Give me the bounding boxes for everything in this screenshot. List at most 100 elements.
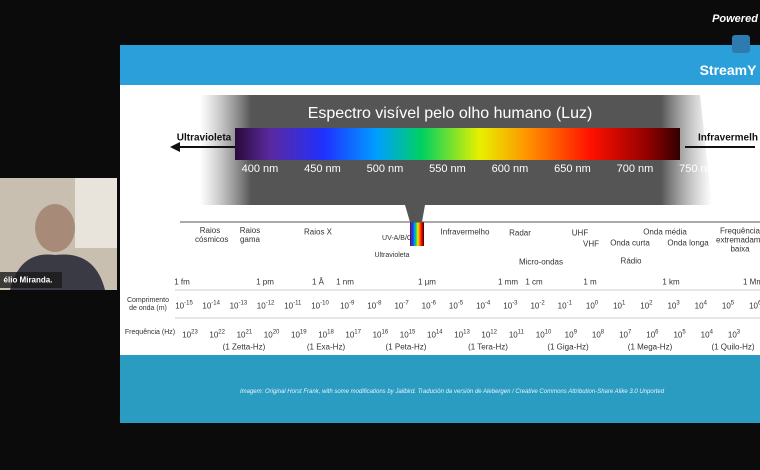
power-base: 10-13 <box>229 300 248 311</box>
power-exponent: 15 <box>408 329 416 336</box>
power-exponent: -13 <box>238 300 248 307</box>
frequency-prefix: (1 Peta-Hz) <box>385 342 427 352</box>
powered-label: Powered <box>712 13 758 25</box>
band-label: Infravermelho <box>440 227 490 237</box>
scale-label: 1 Mm <box>743 277 760 287</box>
power-base: 109 <box>564 329 577 340</box>
power-base: 106 <box>646 329 659 340</box>
power-base: 1022 <box>209 329 225 340</box>
power-base: 10-3 <box>503 300 518 311</box>
power-exponent: 1 <box>621 300 626 307</box>
power-exponent: 0 <box>594 300 599 307</box>
power-exponent: 3 <box>676 300 680 307</box>
power-exponent: -2 <box>539 300 545 307</box>
ir-label: Infravermelh <box>697 132 759 144</box>
power-exponent: 3 <box>736 329 741 336</box>
power-base: 105 <box>721 300 735 311</box>
power-exponent: -8 <box>376 300 382 307</box>
power-base: 1010 <box>535 329 552 340</box>
scale-label: 1 cm <box>525 277 543 287</box>
scale-label: 1 µm <box>418 277 436 287</box>
frequency-prefix: (1 Quilo-Hz) <box>711 342 755 352</box>
power-exponent: 22 <box>218 329 225 336</box>
power-base: 1019 <box>291 329 307 340</box>
scale-label: 1 Å <box>311 277 325 287</box>
power-exponent: 4 <box>703 300 707 307</box>
power-base: 10-6 <box>421 300 436 311</box>
frequency-label: Frequência (Hz) <box>124 329 176 336</box>
power-exponent: 18 <box>327 329 334 336</box>
scale-label: 1 fm <box>174 277 190 287</box>
power-exponent: 14 <box>435 329 443 336</box>
power-exponent: 21 <box>245 329 253 336</box>
power-base: 1023 <box>182 329 198 340</box>
band-label: Onda curta <box>610 238 650 248</box>
power-exponent: -9 <box>348 300 355 307</box>
power-base: 104 <box>694 300 707 311</box>
power-exponent: -4 <box>484 300 491 307</box>
power-base: 1011 <box>508 329 524 340</box>
power-base: 1013 <box>454 329 470 340</box>
band-label: Rádio <box>620 256 642 266</box>
nm-label: 750 nm <box>679 163 716 175</box>
band-label: Radar <box>509 228 531 238</box>
power-exponent: 16 <box>381 329 389 336</box>
power-exponent: 13 <box>463 329 470 336</box>
scale-label: 1 km <box>662 277 680 287</box>
power-base: 10-4 <box>476 300 491 311</box>
slide-footer <box>120 355 760 423</box>
name-tag <box>0 272 62 288</box>
participant-name: élio Miranda. <box>3 275 53 285</box>
logo-icon <box>732 35 750 53</box>
power-exponent: -6 <box>430 300 436 307</box>
nm-label: 400 nm <box>241 163 279 175</box>
power-base: 104 <box>700 329 713 340</box>
band-label: Onda longa <box>667 238 709 248</box>
frequency-prefix: (1 Zetta-Hz) <box>222 342 266 352</box>
nm-label: 450 nm <box>304 163 341 175</box>
band-label: Raios cósmicos <box>195 226 229 244</box>
band-label: VHF <box>583 239 599 249</box>
power-exponent: 9 <box>573 329 577 336</box>
scale-label: 1 nm <box>336 277 354 287</box>
power-base: 10-14 <box>202 300 220 311</box>
nm-label: 600 nm <box>491 163 529 175</box>
wavelength-label: Comprimento de onda (m) <box>126 297 169 312</box>
band-label: Raios gama <box>239 226 261 244</box>
power-exponent: 19 <box>299 329 307 336</box>
nm-label: 700 nm <box>616 163 654 175</box>
power-base: 106 <box>749 300 760 311</box>
nm-label: 650 nm <box>554 163 591 175</box>
frequency-prefix: (1 Exa-Hz) <box>306 342 346 352</box>
power-base: 1020 <box>263 329 280 340</box>
scale-label: 1 pm <box>256 277 274 287</box>
power-exponent: 6 <box>655 329 659 336</box>
band-label: Ultravioleta <box>374 252 410 259</box>
power-base: 10-2 <box>530 300 545 311</box>
power-base: 100 <box>585 300 599 311</box>
frequency-prefix: (1 Giga-Hz) <box>547 342 589 352</box>
power-base: 1018 <box>318 329 334 340</box>
nm-label: 550 nm <box>429 163 466 175</box>
band-label: UV-A/B/C <box>382 235 412 242</box>
power-exponent: -11 <box>293 300 302 307</box>
nm-label: 500 nm <box>366 163 404 175</box>
scale-label: 1 mm <box>498 277 518 287</box>
power-exponent: 12 <box>490 329 497 336</box>
person-head <box>35 204 75 252</box>
power-base: 10-11 <box>284 300 302 311</box>
uv-label: Ultravioleta <box>176 132 232 144</box>
power-base: 108 <box>591 329 605 340</box>
power-exponent: -5 <box>457 300 464 307</box>
power-base: 1015 <box>399 329 416 340</box>
power-base: 10-15 <box>175 300 193 311</box>
band-label: Frequência extremadamente baixa <box>716 226 760 254</box>
power-exponent: 5 <box>730 300 735 307</box>
spectrum-title: Espectro visível pelo olho humano (Luz) <box>307 105 593 122</box>
power-base: 10-10 <box>311 300 329 311</box>
visible-band <box>410 222 424 246</box>
power-exponent: -14 <box>211 300 220 307</box>
